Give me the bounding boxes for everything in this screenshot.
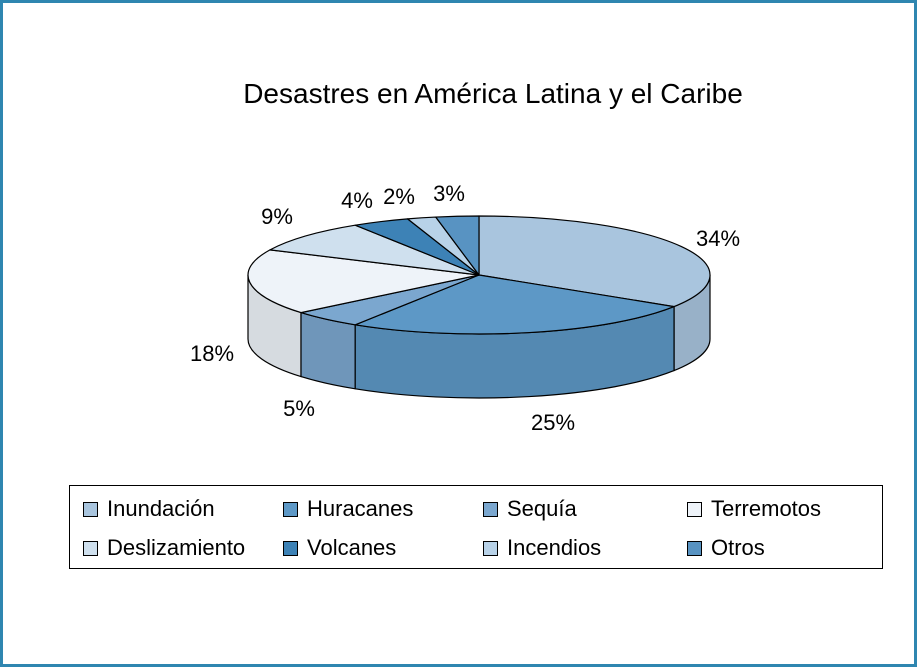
chart-legend: Inundación Huracanes Sequía Terremotos Desli… [69, 485, 883, 569]
legend-swatch [687, 501, 702, 517]
legend-swatch [483, 501, 498, 517]
data-label-deslizamiento: 9% [261, 204, 293, 229]
chart-title: Desastres en América Latina y el Caribe [243, 78, 743, 109]
pie-slice-deslizamiento [269, 224, 480, 276]
legend-item-deslizamiento: Deslizamiento [83, 535, 245, 561]
legend-label: Deslizamiento [107, 535, 246, 560]
legend-item-huracanes: Huracanes [283, 496, 413, 522]
legend-item-volcanes: Volcanes [283, 535, 396, 561]
pie-slice-huracanes [354, 274, 675, 335]
legend-swatch [483, 540, 498, 556]
legend-swatch [83, 540, 98, 556]
legend-label: Terremotos [711, 496, 822, 521]
data-label-huracanes: 25% [531, 410, 575, 435]
legend-label: Volcanes [307, 535, 397, 560]
data-label-sequía: 5% [283, 396, 315, 421]
pie-slice-terremotos [247, 249, 480, 314]
legend-label: Sequía [507, 496, 577, 521]
legend-swatch [283, 501, 298, 517]
data-label-volcanes: 4% [341, 188, 373, 213]
legend-label: Inundación [107, 496, 215, 521]
legend-swatch [687, 540, 702, 556]
legend-item-otros: Otros [687, 535, 765, 561]
legend-item-terremotos: Terremotos [687, 496, 821, 522]
legend-item-sequía: Sequía [483, 496, 577, 522]
legend-swatch [283, 540, 298, 556]
legend-swatch [83, 501, 98, 517]
data-label-inundación: 34% [696, 226, 740, 251]
legend-label: Incendios [507, 535, 602, 560]
data-label-incendios: 2% [383, 184, 415, 209]
legend-item-inundación: Inundación [83, 496, 215, 522]
legend-label: Otros [711, 535, 765, 560]
pie-slice-otros [435, 215, 480, 276]
data-label-terremotos: 18% [190, 341, 234, 366]
legend-label: Huracanes [307, 496, 414, 521]
data-label-otros: 3% [433, 181, 465, 206]
legend-item-incendios: Incendios [483, 535, 601, 561]
